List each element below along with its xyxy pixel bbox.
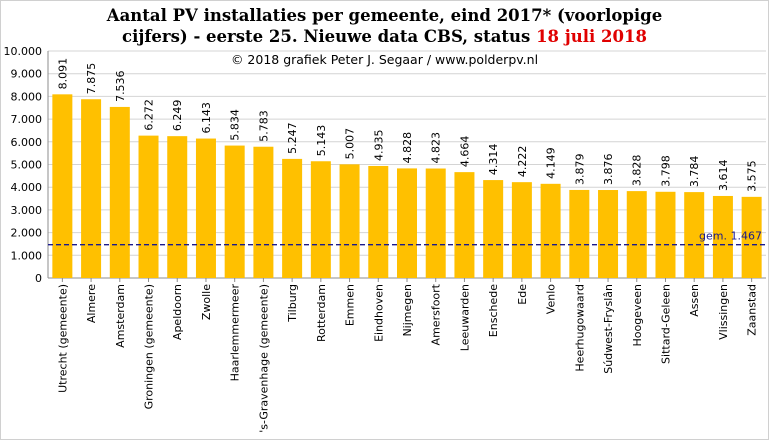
y-tick-label: 2.000 [11,227,43,240]
y-tick-label: 10.000 [4,45,43,58]
category-label: Assen [688,284,701,317]
category-label: Rotterdam [315,284,328,342]
bar [339,164,360,278]
bar-value-label: 6.249 [171,100,184,132]
category-label: Tilburg [286,284,299,323]
category-label: Haarlemmermeer [229,284,242,382]
category-label: Hoogeveen [631,284,644,347]
chart-credit: © 2018 grafiek Peter J. Segaar / www.pol… [230,52,539,67]
bar [540,183,561,278]
bar-value-label: 4.664 [458,136,471,168]
bar [626,191,647,278]
category-label: Vlissingen [717,284,730,340]
bar-value-label: 3.798 [659,155,672,187]
bar-value-label: 4.828 [401,132,414,164]
y-tick-label: 6.000 [11,136,43,149]
category-label: Ede [516,284,529,305]
category-label: Amsterdam [114,284,127,348]
bar-value-label: 5.007 [344,128,357,160]
bar [81,99,102,278]
category-label: Sittard-Geleen [659,284,672,364]
bar [511,182,532,278]
bar-value-label: 4.314 [487,144,500,176]
category-label: Utrecht (gemeente) [56,284,69,393]
chart-title-line-1: Aantal PV installaties per gemeente, ein… [106,6,663,25]
bar [741,196,762,278]
bar-value-label: 4.935 [372,129,385,161]
category-label: Venlo [545,284,558,314]
y-tick-label: 1.000 [11,249,43,262]
bar [224,145,245,278]
category-label: Zaanstad [746,284,759,336]
category-label: Heerhugowaard [573,284,586,372]
bar [138,135,159,278]
y-tick-label: 0 [35,272,42,285]
category-label: Nijmegen [401,284,414,337]
bar [195,138,216,278]
bar [569,189,590,278]
bar [598,190,619,278]
category-label: 's-Gravenhage (gemeente) [257,284,270,433]
bar-value-label: 5.247 [286,122,299,154]
category-label: Emmen [344,284,357,326]
bar-value-label: 4.149 [545,147,558,179]
bar [712,195,733,278]
category-label: Súdwest-Fryslân [602,284,615,374]
bar [310,161,331,278]
category-label: Eindhoven [372,284,385,342]
average-label: gem. 1.467 [699,230,762,243]
chart-title-line-2-text: cijfers) - eerste 25. Nieuwe data CBS, s… [122,27,537,46]
bar-value-label: 4.823 [430,132,443,164]
bar [425,168,446,278]
y-tick-label: 3.000 [11,204,43,217]
category-label: Leeuwarden [458,284,471,351]
bar [167,136,188,278]
bar-value-label: 7.536 [114,70,127,102]
category-label: Amersfoort [430,283,443,345]
category-label: Apeldoorn [171,284,184,340]
bar-value-label: 4.222 [516,146,529,178]
bar-value-label: 3.879 [573,153,586,185]
bar [454,172,475,278]
bar [253,146,274,278]
bar-value-label: 8.091 [56,58,69,90]
bar-value-label: 3.614 [717,159,730,191]
y-tick-label: 7.000 [11,113,43,126]
bar-value-label: 3.876 [602,154,615,186]
bar-value-label: 6.272 [143,99,156,131]
category-label: Enschede [487,284,500,337]
bar-value-label: 3.575 [746,160,759,192]
y-tick-label: 5.000 [11,159,43,172]
bar-value-label: 5.783 [257,110,270,142]
bar [52,94,73,279]
y-tick-label: 9.000 [11,68,43,81]
chart-title: Aantal PV installaties per gemeente, ein… [0,5,769,47]
bar [282,158,303,278]
bar-value-label: 5.143 [315,125,328,157]
bar-value-label: 3.828 [631,155,644,187]
y-tick-label: 4.000 [11,181,43,194]
category-label: Groningen (gemeente) [143,284,156,409]
bar [684,192,705,278]
bar [397,168,417,278]
bar [368,165,389,278]
bar [483,180,504,278]
bar-value-label: 7.875 [85,63,98,95]
chart-title-line-2: cijfers) - eerste 25. Nieuwe data CBS, s… [0,26,769,47]
bar-value-label: 6.143 [200,102,213,134]
category-label: Zwolle [200,284,213,320]
chart-title-date: 18 juli 2018 [536,27,647,46]
category-label: Almere [85,284,98,323]
bar-value-label: 3.784 [688,156,701,188]
y-tick-label: 8.000 [11,90,43,103]
bar [655,191,676,278]
bar [109,106,130,278]
bar-value-label: 5.834 [229,109,242,141]
